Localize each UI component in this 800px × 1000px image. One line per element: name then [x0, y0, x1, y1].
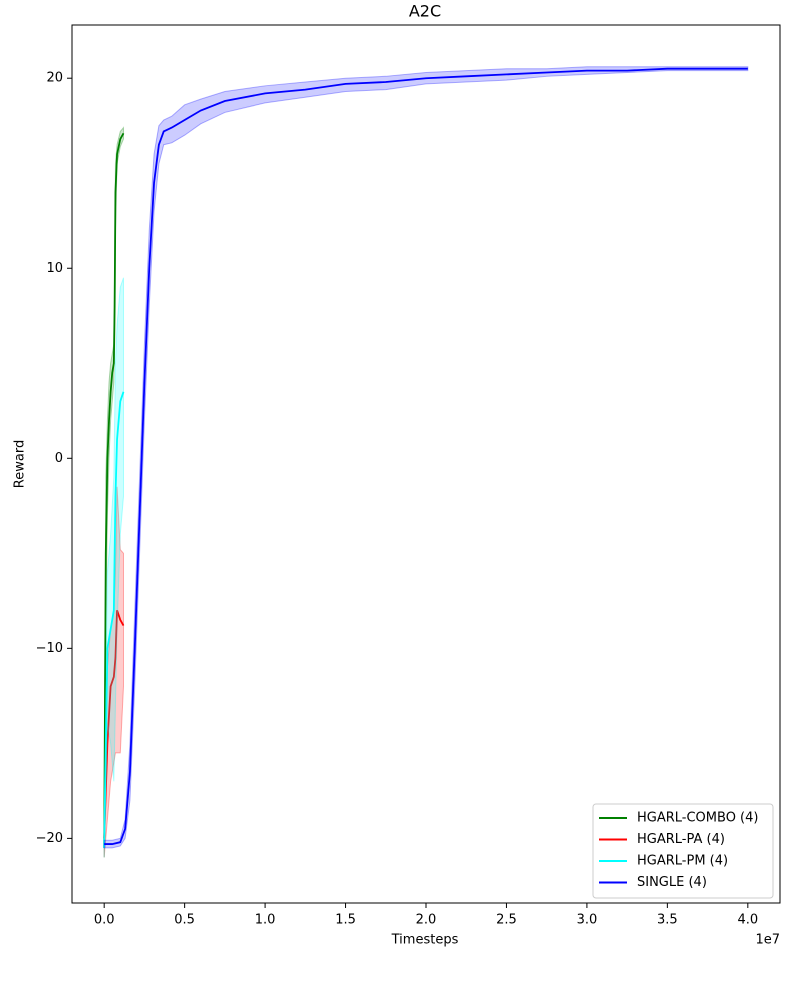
x-tick-label: 1.5 [335, 913, 356, 928]
y-tick-label: 20 [46, 71, 63, 86]
band [103, 66, 749, 849]
x-axis-label: Timesteps [391, 933, 459, 948]
y-axis-label: Reward [13, 440, 28, 488]
line [103, 391, 125, 848]
legend-label: HGARL-PM (4) [637, 854, 728, 869]
band [103, 126, 124, 858]
legend-label: HGARL-PA (4) [637, 832, 725, 847]
chart-title: A2C [409, 2, 441, 21]
x-offset-label: 1e7 [755, 933, 780, 948]
legend-label: SINGLE (4) [637, 875, 707, 890]
x-tick-label: 3.5 [657, 913, 678, 928]
y-tick-label: 0 [55, 451, 63, 466]
y-tick-label: −20 [36, 831, 63, 846]
legend-box [592, 803, 774, 899]
x-tick-label: 1.0 [255, 913, 276, 928]
x-tick-label: 2.0 [416, 913, 437, 928]
x-tick-label: 2.5 [496, 913, 517, 928]
line [103, 132, 125, 848]
x-tick-label: 3.0 [577, 913, 598, 928]
x-tick-label: 4.0 [737, 913, 758, 928]
line [104, 67, 748, 845]
x-tick-label: 0.0 [94, 913, 115, 928]
y-tick-label: −10 [36, 641, 63, 656]
x-tick-label: 0.5 [174, 913, 195, 928]
y-tick-label: 10 [46, 261, 63, 276]
line [103, 610, 125, 839]
plot-frame [71, 24, 781, 904]
legend-label: HGARL-COMBO (4) [637, 811, 758, 826]
